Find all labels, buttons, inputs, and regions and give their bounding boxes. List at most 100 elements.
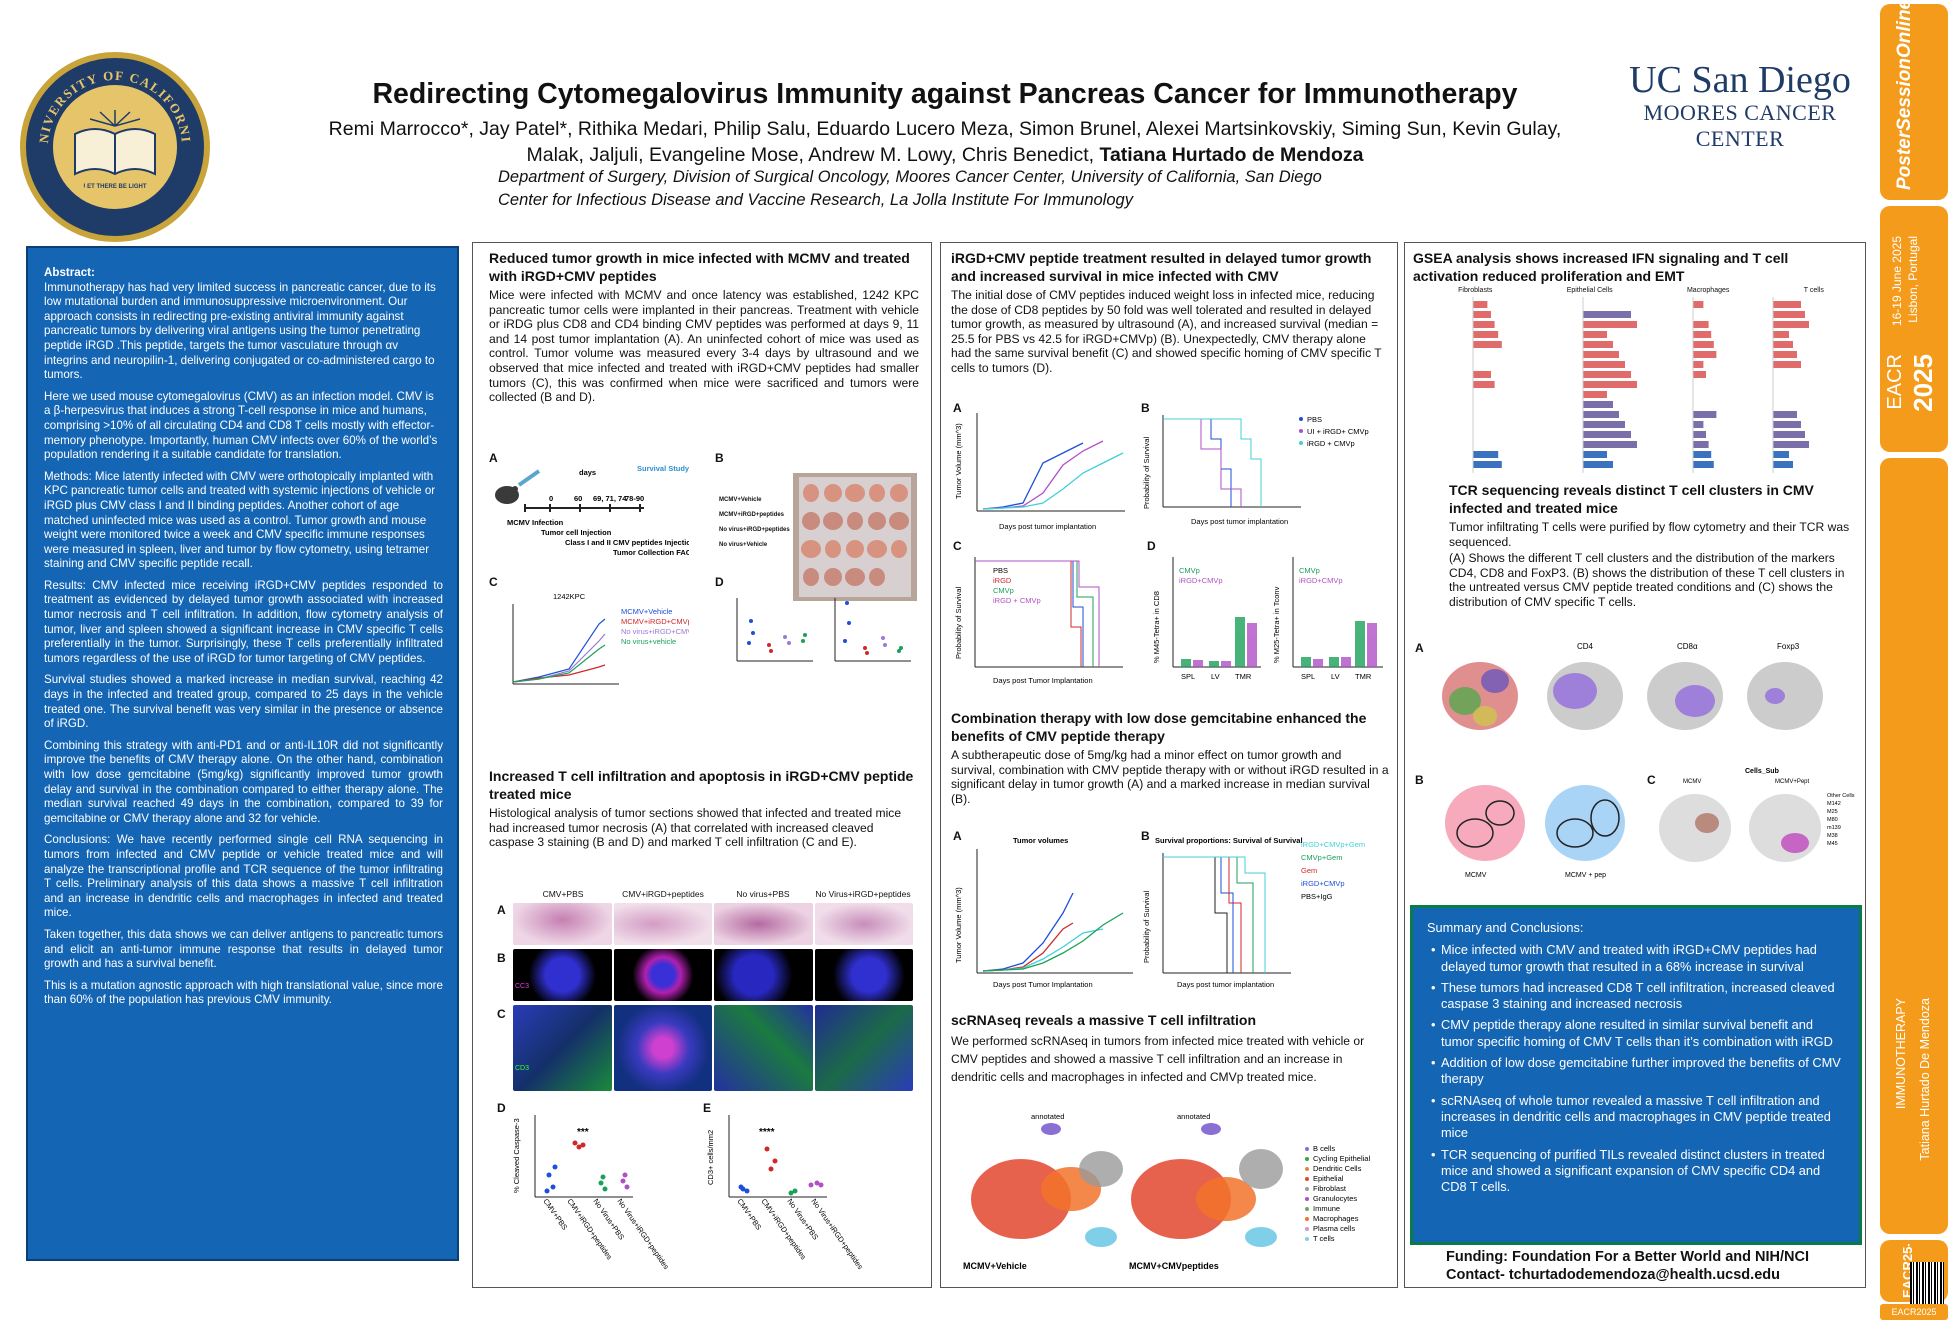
cc3-label: CC3 xyxy=(515,983,530,990)
caspase-x-0: CMV+PBS xyxy=(541,1197,569,1232)
gem-tumor-volume-chart: Tumor volumes Tumor Volume (mm^3) Days p… xyxy=(954,836,1133,989)
event-dates: 16-19 June 2025 xyxy=(1890,236,1904,327)
timeline-day-0: 0 xyxy=(549,494,553,503)
gsea-bar xyxy=(1773,411,1797,418)
c3-label-b: B xyxy=(1415,773,1424,787)
tcr-c-legend-5: M38 xyxy=(1827,833,1838,839)
tcr-c-label-0: MCMV xyxy=(1683,779,1701,785)
gsea-col-1: Epithelial Cells xyxy=(1566,287,1613,294)
gsea-bar xyxy=(1583,351,1619,358)
histo-col-3: No Virus+iRGD+peptides xyxy=(815,889,911,899)
chart-c2-xlabel: Days post Tumor Implantation xyxy=(993,676,1093,685)
tumor-specimen xyxy=(801,540,821,558)
timeline-event-2: Class I and II CMV peptides Injection xyxy=(565,538,689,547)
gsea-bar xyxy=(1473,371,1491,378)
svg-text:SAN DIEGO: SAN DIEGO xyxy=(68,176,162,207)
gsea-bar xyxy=(1773,351,1797,358)
chart-f-legend-3: iRGD+CMVp xyxy=(1301,879,1345,888)
tumor-specimen xyxy=(824,484,842,502)
histo-label-c: C xyxy=(497,1007,506,1021)
chart-c2-legend-0: PBS xyxy=(993,566,1008,575)
gsea-bar xyxy=(1473,451,1499,458)
tumor-specimen xyxy=(867,540,887,558)
chart-c-legend-3: No virus+vehicle xyxy=(621,637,676,646)
timeline-day-3: 78-90 xyxy=(625,494,644,503)
gsea-bar xyxy=(1583,421,1625,428)
gsea-bar xyxy=(1773,321,1809,328)
gsea-bar xyxy=(1583,441,1637,448)
gsea-bar xyxy=(1773,431,1805,438)
gsea-bar xyxy=(1773,311,1805,318)
summary-item-4: scRNAseq of whole tumor revealed a massi… xyxy=(1431,1093,1845,1142)
abstract-box: Abstract: Immunotherapy has had very lim… xyxy=(26,246,459,1261)
timeline-day-2: 69, 71, 74 xyxy=(593,494,627,503)
c2-label-b: B xyxy=(1141,401,1150,415)
survival-study-label: Survival Study xyxy=(637,464,689,473)
chart-c-title: 1242KPC xyxy=(553,592,586,601)
authors: Remi Marrocco*, Jay Patel*, Rithika Meda… xyxy=(300,116,1590,168)
ucsd-logo-name: UC San Diego xyxy=(1629,59,1851,101)
poster-title: Redirecting Cytomegalovirus Immunity aga… xyxy=(372,78,1518,110)
event-name: EACR xyxy=(1884,354,1906,410)
seal-bottom-text: SAN DIEGO xyxy=(68,176,159,207)
book-icon xyxy=(74,110,156,176)
tumor-specimen xyxy=(889,512,909,530)
tcr-c-legend-1: M142 xyxy=(1827,801,1841,807)
tumor-specimen xyxy=(802,512,820,530)
section-survival-body: The initial dose of CMV peptides induced… xyxy=(951,288,1382,375)
abstract-p4: Results: CMV infected mice receiving iRG… xyxy=(44,578,443,665)
histo-label-a: A xyxy=(497,903,506,917)
gsea-col-2: Macrophages xyxy=(1686,287,1730,294)
cd3-stars: **** xyxy=(759,1127,775,1138)
timeline-figure: days Survival Study 0 60 69, 71, 74 78-9… xyxy=(495,464,689,557)
tcr-b-label-0: MCMV xyxy=(1465,872,1487,879)
chart-e-ylabel: Tumor Volume (mm^3) xyxy=(954,887,963,963)
section-infiltration-title: Increased T cell infiltration and apopto… xyxy=(489,768,914,802)
caspase-x-1: CMV+iRGD+peptides xyxy=(565,1197,614,1261)
presenter-label: Tatiana Hurtado De Mendoza xyxy=(1918,998,1932,1161)
gem-survival-chart: Survival proportions: Survival of Surviv… xyxy=(1142,836,1365,989)
gsea-bar xyxy=(1583,341,1613,348)
tcr-c-legend-6: M45 xyxy=(1827,841,1838,847)
event-place: Lisbon, Portugal xyxy=(1906,236,1920,323)
umap-legend-2: Dendritic Cells xyxy=(1313,1164,1362,1173)
tumor-specimen xyxy=(803,568,819,586)
chart-d2-x-2: TMR xyxy=(1355,672,1372,681)
tumor-specimen xyxy=(869,568,885,586)
gsea-bar xyxy=(1583,361,1625,368)
summary-item-2: CMV peptide therapy alone resulted in si… xyxy=(1431,1017,1845,1050)
histo-col-1: CMV+iRGD+peptides xyxy=(622,889,704,899)
tcr-c-legend-4: m139 xyxy=(1827,825,1841,831)
gsea-bar xyxy=(1583,371,1631,378)
contact-line: Contact- tchurtadodemendoza@health.ucsd.… xyxy=(1446,1267,1780,1283)
abstract-p6: Combining this strategy with anti-PD1 an… xyxy=(44,738,443,825)
tcr-marker-1: CD8α xyxy=(1677,642,1698,651)
c2-label-a2: A xyxy=(953,829,962,843)
syringe-icon xyxy=(517,469,541,487)
histo-row-cc3: CC3 xyxy=(513,949,913,1001)
tumor-specimen xyxy=(846,540,864,558)
timeline-event-3: Tumor Collection FACS xyxy=(613,548,689,557)
c2-label-d: D xyxy=(1147,539,1156,553)
authors-last: Tatiana Hurtado de Mendoza xyxy=(1099,144,1364,166)
gsea-bar xyxy=(1693,301,1704,308)
chart-d2-legend-0: CMVp xyxy=(1299,566,1320,575)
results-column-1: Reduced tumor growth in mice infected wi… xyxy=(472,242,932,1288)
timeline-event-1: Tumor cell Injection xyxy=(541,528,612,537)
section-tcr-title: TCR sequencing reveals distinct T cell c… xyxy=(1449,482,1814,516)
gsea-bar xyxy=(1693,331,1712,338)
affiliations: Department of Surgery, Division of Surgi… xyxy=(498,166,1398,212)
gsea-bar xyxy=(1693,321,1709,328)
funding-contact: Funding: Foundation For a Better World a… xyxy=(1446,1248,1809,1284)
c2-label-c: C xyxy=(953,539,962,553)
tcr-c-legend-2: M25 xyxy=(1827,809,1838,815)
panel-label-b: B xyxy=(715,451,724,465)
section-tcr-body-2: (A) Shows the different T cell clusters … xyxy=(1449,551,1845,609)
c3-label-c: C xyxy=(1647,773,1656,787)
histo-row-cd3: CD3 xyxy=(513,1005,913,1091)
event-year: 2025 xyxy=(1908,354,1938,412)
gsea-bar xyxy=(1693,441,1709,448)
gsea-col-3: T cells xyxy=(1803,287,1824,294)
timeline-event-0: MCMV Infection xyxy=(507,518,564,527)
tumor-specimen xyxy=(868,512,886,530)
